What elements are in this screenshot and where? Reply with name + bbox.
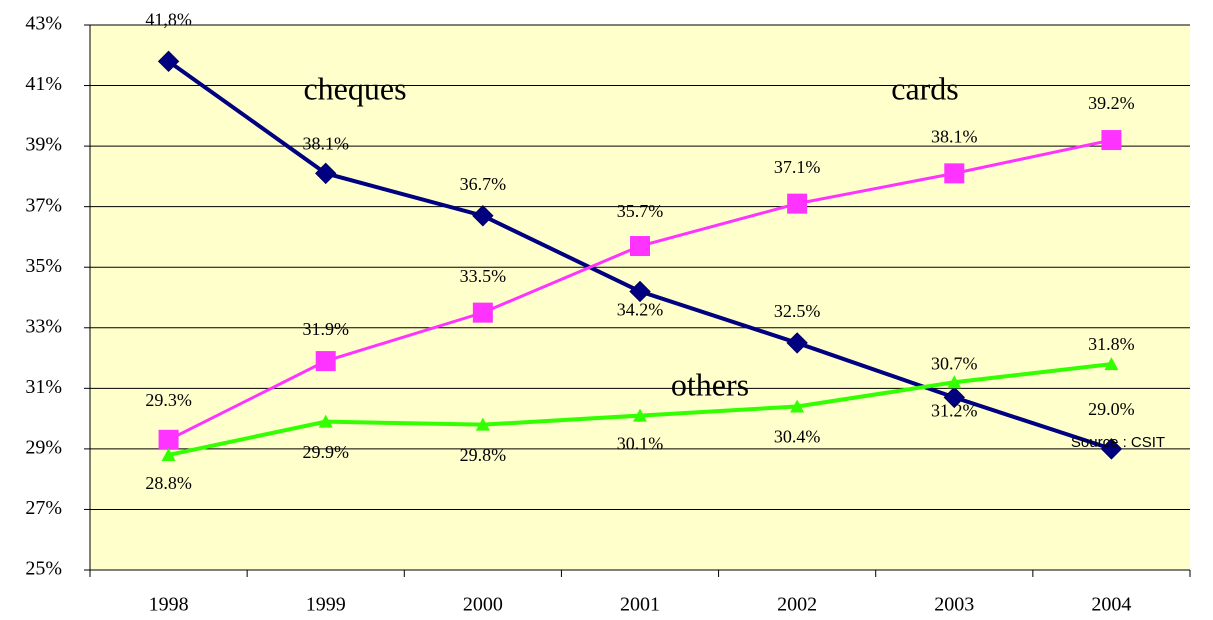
- data-label: 41,8%: [145, 9, 192, 29]
- data-label: 29.8%: [460, 445, 507, 465]
- triangle-marker: [161, 447, 176, 461]
- y-tick-label: 39%: [25, 134, 62, 156]
- square-marker: [472, 302, 493, 323]
- y-tick-label: 29%: [25, 436, 62, 458]
- y-tick-label: 43%: [25, 13, 62, 35]
- data-label: 29.0%: [1088, 399, 1135, 419]
- data-label: 29.9%: [302, 442, 349, 462]
- x-tick-label: 2000: [463, 594, 503, 616]
- diamond-marker: [472, 205, 494, 227]
- data-label: 30.1%: [617, 434, 664, 454]
- y-tick-label: 31%: [25, 376, 62, 398]
- x-tick-label: 1999: [306, 594, 346, 616]
- data-label: 37.1%: [774, 157, 821, 177]
- triangle-marker: [475, 417, 490, 431]
- data-label: 32.5%: [774, 301, 821, 321]
- data-label: 35.7%: [617, 201, 664, 221]
- square-marker: [944, 163, 965, 184]
- data-label: 29.3%: [145, 390, 192, 410]
- source-note: Source : CSIT: [1071, 434, 1165, 451]
- square-marker: [158, 429, 179, 450]
- square-marker: [1101, 130, 1122, 151]
- data-label: 38.1%: [931, 126, 978, 146]
- diamond-marker: [786, 332, 808, 354]
- square-marker: [315, 351, 336, 372]
- diamond-marker: [629, 280, 651, 303]
- data-label: 36.7%: [460, 174, 507, 194]
- x-tick-label: 2003: [934, 594, 974, 616]
- diamond-marker: [315, 162, 337, 185]
- x-tick-label: 2001: [620, 594, 660, 616]
- y-tick-label: 27%: [25, 497, 62, 519]
- data-label: 30.4%: [774, 427, 821, 447]
- triangle-marker: [790, 399, 805, 413]
- square-marker: [787, 193, 808, 214]
- x-tick-label: 2002: [777, 594, 817, 616]
- data-label: 38.1%: [302, 133, 349, 153]
- data-label: 31.9%: [302, 319, 349, 339]
- triangle-marker: [1104, 357, 1119, 371]
- triangle-marker: [633, 408, 647, 422]
- series-annotation: others: [671, 366, 749, 402]
- diamond-marker: [1100, 438, 1123, 460]
- diamond-marker: [943, 386, 965, 409]
- data-label: 31.2%: [931, 400, 978, 420]
- y-tick-label: 35%: [25, 255, 62, 277]
- triangle-marker: [318, 414, 333, 428]
- x-tick-label: 1998: [149, 594, 189, 616]
- data-label: 34.2%: [617, 300, 664, 320]
- y-tick-label: 41%: [25, 73, 62, 95]
- triangle-marker: [947, 375, 962, 389]
- diamond-marker: [157, 50, 180, 73]
- series-annotation: cards: [891, 70, 959, 106]
- series-annotation: cheques: [303, 70, 406, 106]
- y-tick-label: 33%: [25, 315, 62, 337]
- data-label: 31.8%: [1088, 334, 1135, 354]
- square-marker: [630, 236, 650, 257]
- data-label: 39.2%: [1088, 93, 1135, 113]
- y-tick-label: 37%: [25, 194, 62, 216]
- x-tick-label: 2004: [1091, 594, 1131, 616]
- data-label: 30.7%: [931, 354, 978, 374]
- data-label: 28.8%: [145, 473, 192, 493]
- data-label: 33.5%: [460, 266, 507, 286]
- y-tick-label: 25%: [25, 558, 62, 580]
